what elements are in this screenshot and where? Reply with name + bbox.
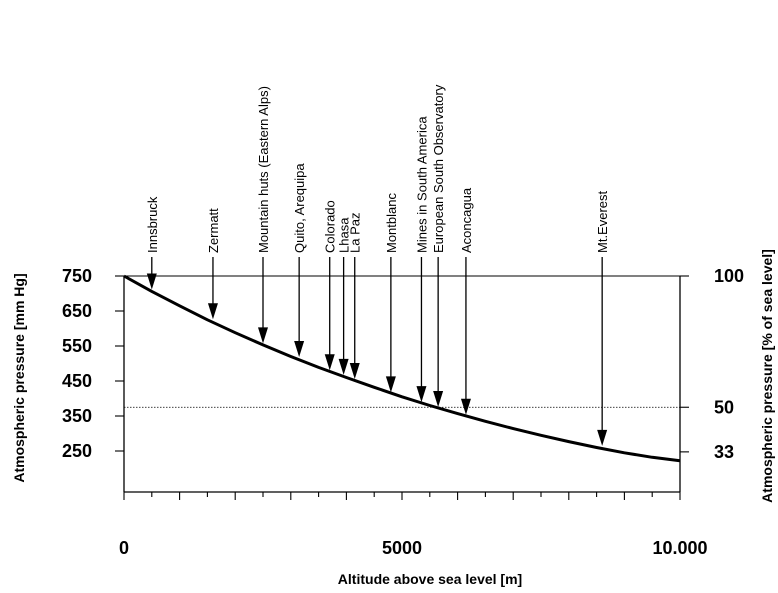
x-axis-title: Altitude above sea level [m]: [338, 571, 522, 587]
annotation: Innsbruck: [145, 196, 160, 290]
y-tick-label-right: 33: [714, 442, 734, 462]
y-tick-label-left: 450: [62, 371, 92, 391]
annotation-label: European South Observatory: [431, 84, 446, 253]
annotation-label: Mines in South America: [414, 116, 429, 253]
y-tick-label-left: 750: [62, 266, 92, 286]
annotation-label: La Paz: [348, 213, 363, 253]
annotation: Zermatt: [206, 208, 221, 320]
y-tick-label-left: 550: [62, 336, 92, 356]
location-annotations: Innsbruck Zermatt Mountain huts (Eastern A…: [145, 84, 610, 446]
annotation-arrow-head: [460, 398, 471, 415]
annotation-label: Innsbruck: [145, 196, 160, 253]
annotation-arrow-head: [324, 354, 335, 371]
annotation-arrow-head: [416, 386, 427, 403]
axes: [123, 276, 681, 493]
y-axis-title-right: Atmospheric pressure [% of sea level]: [759, 249, 775, 503]
annotation: European South Observatory: [431, 84, 446, 408]
y-tick-label-left: 650: [62, 301, 92, 321]
x-ticks: 0 5000 10.000: [119, 492, 708, 558]
y-axis-title-left: Atmospheric pressure [mm Hg]: [11, 273, 27, 482]
annotation-label: Zermatt: [206, 208, 221, 253]
pressure-curve: [123, 274, 681, 463]
annotation-label: Quito, Arequipa: [292, 163, 307, 253]
y-tick-label-left: 250: [62, 441, 92, 461]
annotation: Colorado: [323, 200, 338, 371]
x-tick-label: 10.000: [652, 538, 707, 558]
y-tick-label-right: 50: [714, 397, 734, 417]
annotation: La Paz: [348, 213, 363, 380]
annotation: Montblanc: [384, 193, 399, 393]
pressure-curve-group: [123, 274, 681, 463]
annotation: Mt.Everest: [595, 190, 610, 446]
annotation-label: Lhasa: [337, 217, 352, 253]
annotation-label: Colorado: [323, 200, 338, 253]
annotation-arrow-head: [385, 376, 396, 393]
annotation-arrow-head: [433, 391, 444, 408]
reference-lines: [124, 275, 680, 408]
annotation-arrow-head: [294, 341, 305, 357]
x-tick-label: 5000: [382, 538, 422, 558]
annotation-label: Montblanc: [384, 193, 399, 253]
annotation: Quito, Arequipa: [292, 163, 307, 357]
annotation: Aconcagua: [459, 187, 474, 415]
annotation: Mines in South America: [414, 116, 429, 403]
annotation-label: Mt.Everest: [595, 190, 610, 253]
x-tick-label: 0: [119, 538, 129, 558]
annotation-label: Aconcagua: [459, 187, 474, 253]
annotation: Mountain huts (Eastern Alps): [256, 86, 271, 344]
annotation-arrow-head: [207, 303, 218, 320]
annotation: Lhasa: [337, 217, 352, 375]
annotation-label: Mountain huts (Eastern Alps): [256, 86, 271, 253]
annotation-arrow-head: [338, 358, 349, 375]
annotation-arrow-head: [597, 429, 608, 446]
annotation-arrow-head: [146, 273, 157, 290]
y-ticks-right: 100 50 33: [680, 266, 744, 462]
y-tick-label-right: 100: [714, 266, 744, 286]
y-ticks-left: 750 650 550 450 350 250: [62, 266, 124, 461]
annotation-arrow-head: [258, 327, 268, 344]
annotation-arrow-head: [349, 363, 360, 380]
y-tick-label-left: 350: [62, 406, 92, 426]
